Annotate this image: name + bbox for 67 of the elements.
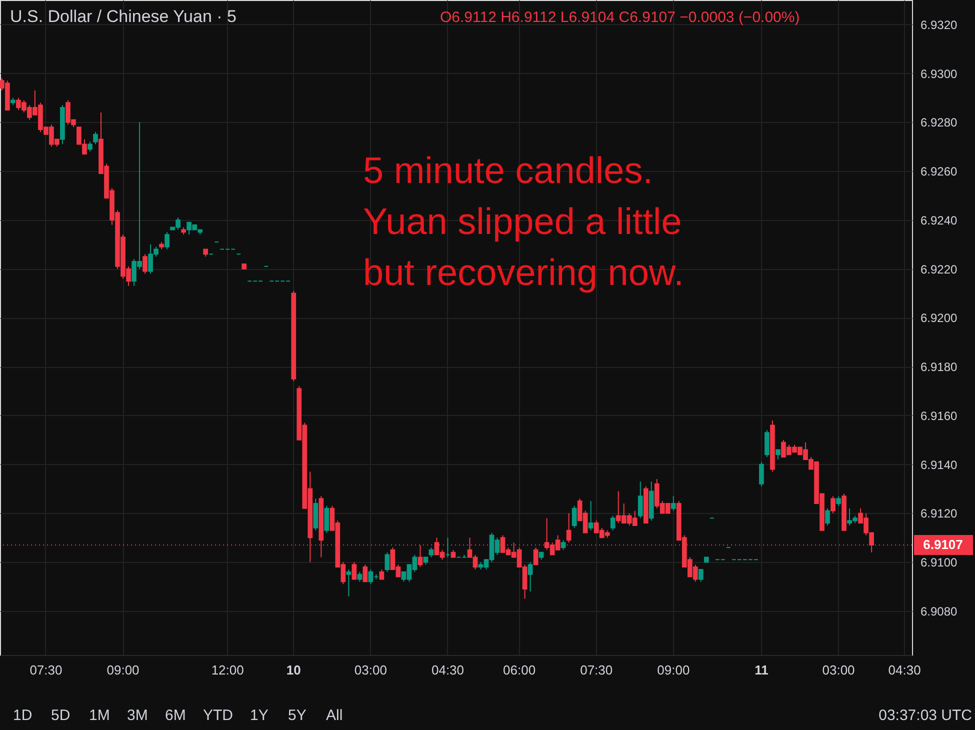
- candlestick: [825, 508, 830, 526]
- y-tick-label: 6.9180: [920, 360, 958, 374]
- y-tick-label: 6.9080: [920, 604, 958, 619]
- x-tick-label: 04:30: [888, 662, 921, 678]
- candlestick: [357, 571, 362, 582]
- text: 1Y: [250, 707, 268, 724]
- y-tick-label: 6.9260: [920, 164, 958, 179]
- y-tick-label: 6.9240: [920, 213, 958, 228]
- text: 5D: [51, 707, 70, 724]
- x-tick-label: 07:30: [30, 662, 62, 678]
- x-tick-label: 11: [754, 662, 768, 678]
- y-tick-label: 6.9140: [920, 458, 958, 472]
- x-tick-label: 04:30: [431, 662, 464, 678]
- candlestick: [379, 568, 384, 580]
- text: O6.9112 H6.9112 L6.9104 C6.9107 −0.0003 (−0.00%): [440, 9, 800, 26]
- candlestick: [93, 131, 98, 145]
- candlestick: [698, 568, 704, 582]
- text: 3M: [127, 707, 148, 724]
- y-tick-label: 6.9300: [920, 66, 958, 81]
- candlestick: [346, 568, 352, 597]
- candlestick: [759, 461, 764, 487]
- candlestick: [560, 540, 566, 550]
- candlestick: [384, 552, 390, 572]
- candlestick: [764, 430, 770, 458]
- x-tick-label: 12:00: [211, 662, 244, 678]
- text: All: [326, 707, 343, 724]
- x-tick-label: 10: [286, 662, 301, 678]
- candlestick: [528, 562, 533, 592]
- x-tick-label: 07:30: [580, 662, 613, 678]
- y-tick-label: 6.9120: [920, 506, 958, 521]
- candlestick: [324, 505, 330, 534]
- candlestick: [610, 515, 616, 531]
- text: 1D: [13, 707, 32, 724]
- candlestick: [533, 546, 538, 566]
- text: 03:37:03 UTC: [878, 707, 972, 724]
- text: 5Y: [288, 707, 306, 724]
- candlestick: [362, 564, 368, 582]
- x-tick-label: 06:00: [503, 662, 536, 678]
- y-tick-label: 6.9100: [920, 556, 958, 570]
- text: YTD: [203, 707, 234, 724]
- candlestick: [830, 496, 836, 514]
- y-tick-label: 6.9280: [920, 116, 958, 130]
- candlestick: [670, 496, 676, 512]
- x-tick-label: 03:00: [354, 662, 387, 678]
- candlestick: [88, 141, 92, 152]
- candlestick: [776, 449, 780, 460]
- chart-title: U.S. Dollar / Chinese Yuan · 5: [10, 7, 236, 26]
- candlestick: [164, 232, 170, 250]
- text: 6M: [165, 707, 186, 724]
- candlestick: [836, 496, 841, 506]
- candlestick: [638, 480, 643, 519]
- candlestick: [572, 505, 577, 528]
- x-tick-label: 09:00: [106, 662, 140, 678]
- candlestick: [588, 500, 594, 531]
- candlestick: [142, 254, 148, 274]
- x-tick-label: 09:00: [657, 662, 690, 678]
- y-tick-label: 6.9160: [920, 408, 958, 423]
- ref-line-label: 6.9107: [923, 537, 963, 552]
- annotation: 5 minute candles. Yuan slipped a little but recovering now.: [363, 150, 684, 293]
- candlestick: [352, 562, 357, 580]
- text: 1M: [89, 707, 110, 724]
- y-tick-label: 6.9220: [920, 262, 958, 276]
- y-tick-label: 6.9320: [920, 18, 958, 32]
- y-tick-label: 6.9200: [920, 311, 958, 326]
- candlestick: [428, 546, 434, 558]
- candlestick: [566, 512, 572, 544]
- x-tick-label: 03:00: [822, 662, 855, 678]
